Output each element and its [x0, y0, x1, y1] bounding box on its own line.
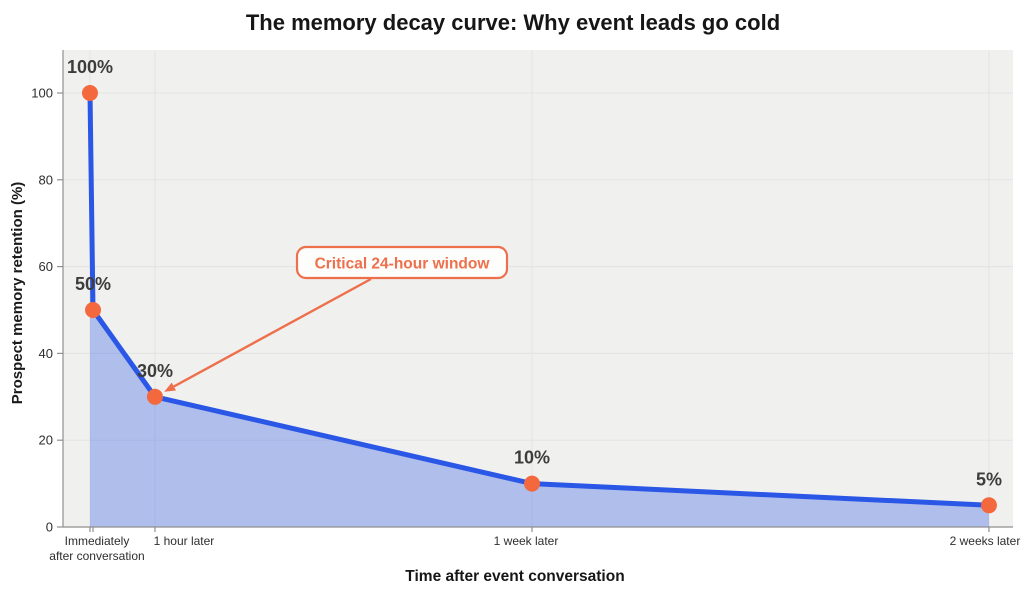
annotation-arrowhead	[164, 382, 176, 392]
data-point-100%	[81, 85, 98, 101]
y-tick-label-0: 0	[46, 520, 53, 535]
x-tick-label-4: 2 weeks later	[950, 534, 1021, 548]
annotation-label: Critical 24-hour window	[315, 256, 491, 273]
data-point-10%	[524, 475, 541, 492]
point-value-label-3: 10%	[514, 448, 550, 468]
point-value-label-4: 5%	[976, 469, 1002, 489]
x-axis-label: Time after event conversation	[405, 568, 624, 585]
y-tick-label-80: 80	[39, 172, 53, 187]
data-point-30%	[146, 388, 163, 405]
chart-title: The memory decay curve: Why event leads …	[246, 10, 780, 35]
y-tick-label-60: 60	[39, 259, 53, 274]
plot-area: 0 20 40 60 80 100 Immediately after conversatio…	[31, 50, 1020, 563]
data-point-50%	[85, 302, 102, 318]
annotation-box	[295, 245, 509, 280]
x-tick-label-3: 1 week later	[494, 534, 559, 548]
x-tick-label-0: Immediately after conversation	[49, 534, 144, 563]
x-tick-label-2: 1 hour later	[154, 534, 215, 548]
point-value-label-1: 50%	[75, 274, 111, 294]
y-axis-label: Prospect memory retention (%)	[9, 182, 26, 405]
area-fill	[90, 93, 989, 527]
annotation-arrow-line	[173, 277, 372, 388]
y-tick-label-40: 40	[39, 346, 53, 361]
point-value-label-2: 30%	[137, 361, 173, 381]
point-value-label-0: 100%	[67, 57, 113, 77]
y-tick-label-20: 20	[39, 433, 53, 448]
data-point-5%	[980, 497, 997, 514]
plot-background	[63, 50, 1013, 527]
y-tick-label-100: 100	[31, 86, 53, 101]
